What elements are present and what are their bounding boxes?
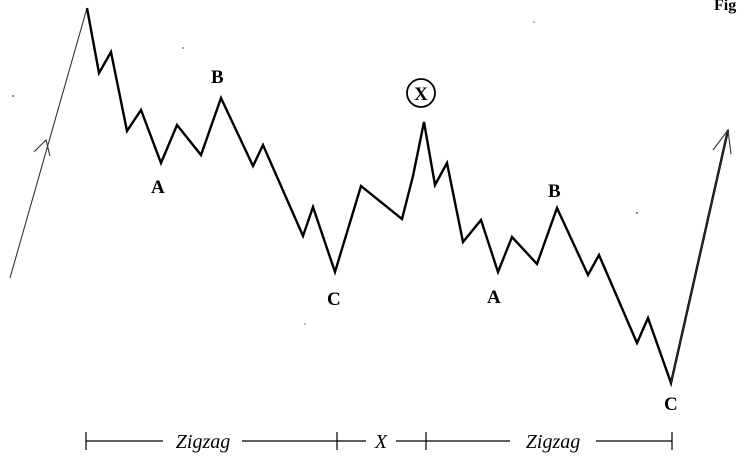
x-circle-text: X: [414, 84, 428, 105]
span-label-x: X: [374, 431, 388, 453]
outgoing-arrow-icon: [712, 128, 732, 155]
span-label-first-zigzag: Zigzag: [176, 431, 230, 453]
outgoing-trend-line: [670, 129, 729, 384]
second-zigzag-c-label: C: [664, 394, 678, 415]
second-zigzag-b-label: B: [548, 181, 561, 202]
circled-x-label: X: [406, 78, 436, 108]
up-arrow-icon: [33, 138, 51, 157]
first-zigzag-c-label: C: [327, 289, 341, 310]
span-bracket: [85, 432, 673, 450]
x-circle: [406, 78, 436, 108]
span-label-second-zigzag: Zigzag: [526, 431, 580, 453]
corner-text-fragment: Fig: [714, 0, 736, 14]
first-zigzag-b-label: B: [211, 67, 224, 88]
incoming-trend-arrow: [9, 7, 88, 279]
first-zigzag-a-label: A: [151, 177, 165, 198]
second-zigzag-a-label: A: [487, 287, 501, 308]
wave-path: [85, 7, 730, 388]
background-specks: [12, 21, 638, 325]
